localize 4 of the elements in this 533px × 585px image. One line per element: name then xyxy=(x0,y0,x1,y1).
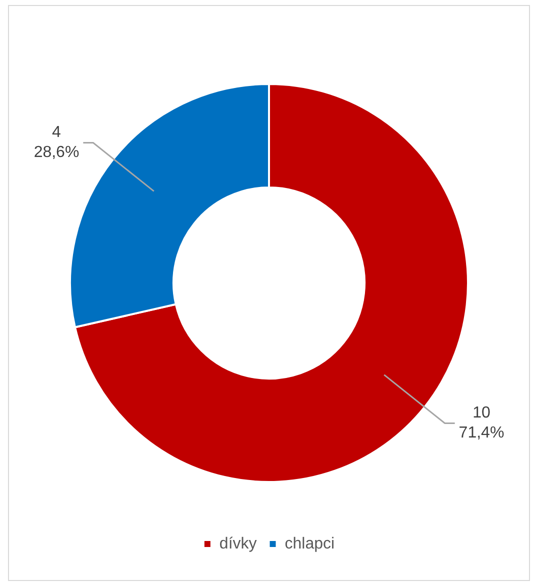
legend-label: chlapci xyxy=(284,535,335,552)
legend-label: dívky xyxy=(219,535,257,552)
data-label: 4 28,6% xyxy=(34,124,80,162)
data-label: 10 71,4% xyxy=(458,404,504,442)
